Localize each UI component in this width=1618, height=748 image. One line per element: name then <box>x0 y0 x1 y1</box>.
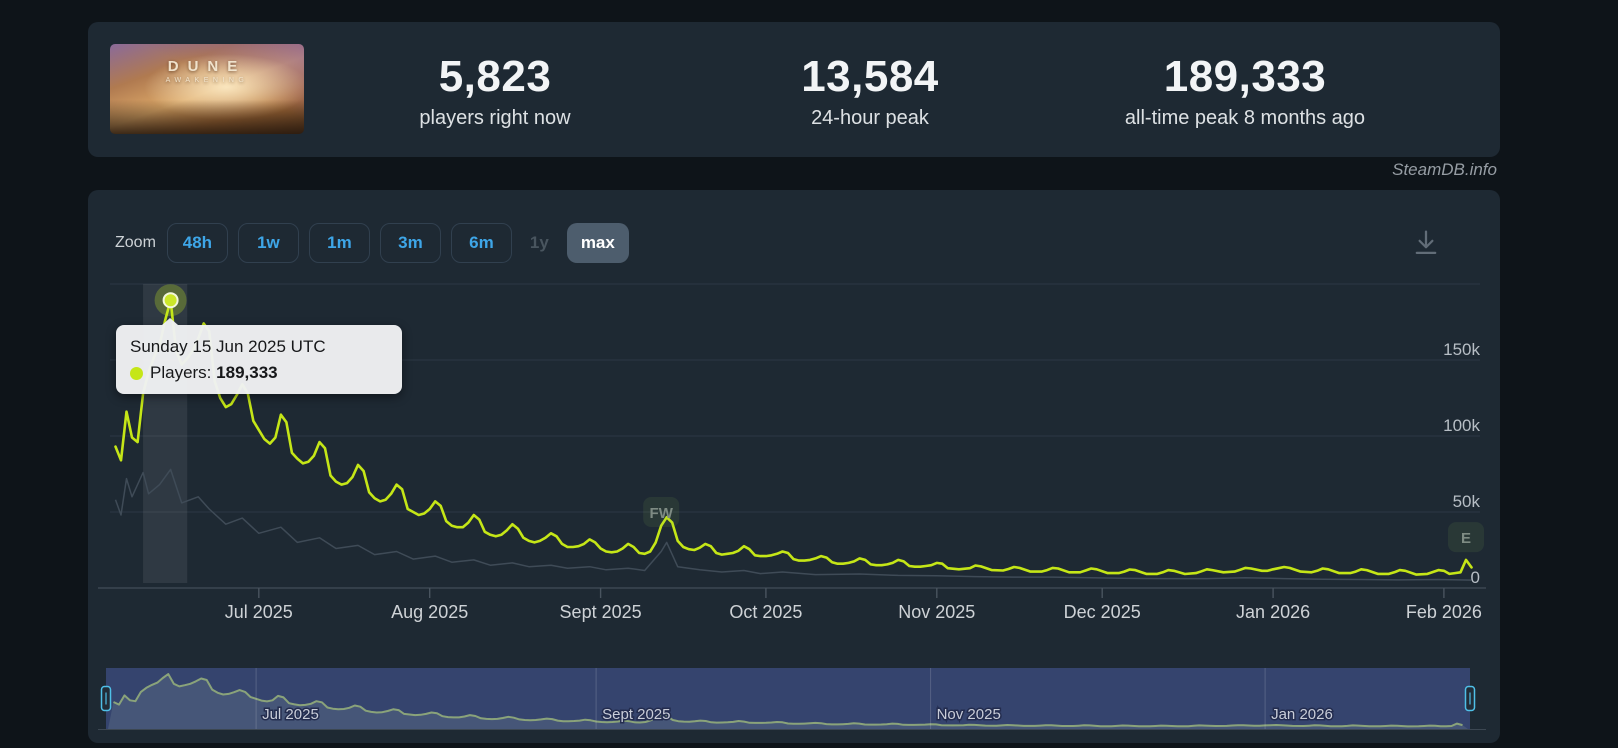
y-axis-label: 100k <box>1443 416 1480 435</box>
players-chart[interactable]: 0 50k 100k 150k Jul 2025 Aug 2025 Sept 2025 Oct… <box>88 190 1500 743</box>
zoom-label: Zoom <box>115 234 156 251</box>
zoom-controls: Zoom 48h 1w 1m 3m 6m 1y max <box>115 223 639 263</box>
svg-text:FW: FW <box>650 505 674 522</box>
stat-current-players-value: 5,823 <box>438 52 552 101</box>
zoom-button-max[interactable]: max <box>566 223 629 263</box>
navigator-line <box>113 673 1463 728</box>
navigator-handle-right[interactable] <box>1464 685 1476 712</box>
game-logo-title: DUNE <box>167 58 247 75</box>
players-chart-svg: 0 50k 100k 150k Jul 2025 Aug 2025 Sept 2025 Oct… <box>98 283 1486 730</box>
chart-card: 0 50k 100k 150k Jul 2025 Aug 2025 Sept 2025 Oct… <box>88 190 1500 743</box>
stat-current-players: 5,823 players right now <box>345 52 645 132</box>
stat-24h-peak-value: 13,584 <box>801 52 939 101</box>
y-axis-label: 0 <box>1471 568 1480 587</box>
navigator-selection[interactable] <box>106 668 1470 729</box>
stat-alltime-peak: 189,333 all-time peak 8 months ago <box>1045 52 1445 132</box>
x-axis-label: Jan 2026 <box>1236 602 1310 622</box>
zoom-button-6m[interactable]: 6m <box>450 223 512 263</box>
stat-24h-peak-label: 24-hour peak <box>811 107 929 129</box>
twitch-viewers-line <box>114 468 1472 581</box>
tooltip-date: Sunday 15 Jun 2025 UTC <box>130 337 326 356</box>
navigator-label: Jul 2025 <box>262 706 319 723</box>
stat-24h-peak: 13,584 24-hour peak <box>720 52 1020 132</box>
flag-E[interactable]: E <box>1448 522 1484 553</box>
navigator-label: Nov 2025 <box>937 706 1001 723</box>
zoom-button-1w[interactable]: 1w <box>237 223 299 263</box>
navigator-area <box>108 674 1468 729</box>
game-logo-subtitle: AWAKENING <box>165 77 249 84</box>
navigator-handle-left[interactable] <box>100 685 112 712</box>
zoom-button-1m[interactable]: 1m <box>308 223 370 263</box>
x-axis-label: Aug 2025 <box>391 602 468 622</box>
x-axis-label: Feb 2026 <box>1406 602 1482 622</box>
tooltip-series-dot <box>130 366 143 380</box>
x-axis-label: Nov 2025 <box>898 602 975 622</box>
selected-point-marker <box>154 284 187 317</box>
navigator-label: Jan 2026 <box>1271 706 1333 723</box>
stat-current-players-label: players right now <box>419 107 571 129</box>
download-icon <box>1415 230 1437 254</box>
stat-alltime-peak-value: 189,333 <box>1163 52 1327 101</box>
y-axis-label: 50k <box>1453 492 1481 511</box>
stat-alltime-peak-label: all-time peak 8 months ago <box>1124 107 1366 129</box>
tooltip-series-label: Players: <box>150 363 212 382</box>
download-button[interactable] <box>1406 225 1446 263</box>
x-axis-label: Oct 2025 <box>729 602 802 622</box>
players-line <box>114 298 1473 576</box>
x-axis-label: Sept 2025 <box>560 602 642 622</box>
game-logo: DUNE AWAKENING <box>110 58 304 84</box>
navigator-label: Sept 2025 <box>602 706 670 723</box>
game-capsule[interactable]: DUNE AWAKENING <box>110 44 304 134</box>
stats-card: DUNE AWAKENING 5,823 players right now 1… <box>88 22 1500 157</box>
y-axis-label: 150k <box>1443 340 1480 359</box>
x-axis-label: Jul 2025 <box>225 602 293 622</box>
flag-FW[interactable]: FW <box>643 497 680 527</box>
tooltip-value: 189,333 <box>216 363 278 382</box>
svg-text:E: E <box>1461 530 1471 547</box>
steamdb-watermark: SteamDB.info <box>1392 160 1497 179</box>
zoom-button-3m[interactable]: 3m <box>379 223 441 263</box>
navigator[interactable]: Jul 2025 Sept 2025 Nov 2025 Jan 2026 <box>98 668 1486 730</box>
tooltip-row: Players: 189,333 <box>130 361 388 385</box>
zoom-button-1y[interactable]: 1y <box>529 233 549 252</box>
chart-tooltip: Sunday 15 Jun 2025 UTC Players: 189,333 <box>116 318 402 394</box>
zoom-button-48h[interactable]: 48h <box>166 223 228 263</box>
x-axis-label: Dec 2025 <box>1064 602 1141 622</box>
